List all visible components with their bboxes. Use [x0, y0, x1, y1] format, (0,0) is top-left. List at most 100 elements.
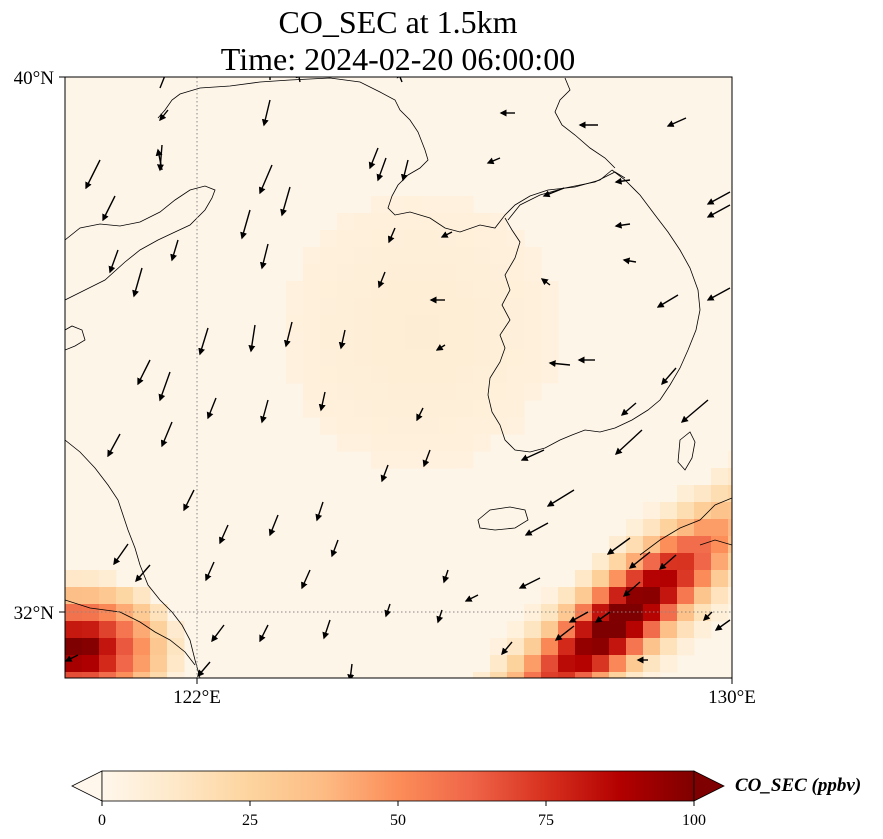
concentration-cell — [422, 315, 440, 333]
concentration-cell — [439, 366, 457, 384]
gridlines — [65, 77, 732, 678]
concentration-cell — [65, 604, 83, 622]
wind-arrow — [706, 287, 731, 301]
concentration-cell — [541, 366, 559, 384]
concentration-cell — [405, 451, 423, 469]
coastline-japan — [639, 497, 732, 556]
wind-arrow — [261, 99, 271, 127]
concentration-cell — [592, 587, 610, 605]
coastline-china — [65, 185, 216, 301]
concentration-cell — [660, 536, 678, 554]
concentration-cell — [320, 315, 338, 333]
concentration-cell — [575, 638, 593, 656]
concentration-cell — [541, 672, 559, 678]
concentration-cell — [711, 604, 729, 622]
concentration-cell — [99, 621, 117, 639]
concentration-cell — [677, 621, 695, 639]
concentration-cell — [405, 417, 423, 435]
concentration-cell — [371, 315, 389, 333]
concentration-cell — [116, 655, 134, 673]
concentration-cell — [354, 383, 372, 401]
concentration-cell — [439, 281, 457, 299]
concentration-cell — [473, 332, 491, 350]
concentration-cell — [507, 400, 525, 418]
concentration-cell — [456, 298, 474, 316]
concentration-cell — [609, 553, 627, 571]
concentration-cell — [643, 638, 661, 656]
concentration-cell — [371, 434, 389, 452]
colorbar: 0 25 50 75 100 CO_SEC (ppbv) — [71, 770, 861, 829]
wind-arrow — [628, 551, 651, 569]
concentration-cell — [303, 332, 321, 350]
concentration-cell — [541, 281, 559, 299]
concentration-cell — [150, 672, 168, 678]
concentration-cell — [133, 655, 151, 673]
concentration-cell — [405, 247, 423, 265]
concentration-cell — [643, 519, 661, 537]
concentration-cell — [116, 587, 134, 605]
concentration-cell — [473, 264, 491, 282]
concentration-cell — [507, 332, 525, 350]
concentration-cell — [677, 519, 695, 537]
concentration-cell — [354, 230, 372, 248]
concentration-cell — [320, 247, 338, 265]
wind-arrow — [606, 537, 631, 555]
concentration-cell — [677, 638, 695, 656]
concentration-cell — [388, 298, 406, 316]
wind-arrow — [714, 619, 731, 631]
concentration-cell — [541, 315, 559, 333]
concentration-cell — [405, 366, 423, 384]
concentration-cell — [490, 264, 508, 282]
concentration-cell — [711, 519, 729, 537]
concentration-cell — [660, 587, 678, 605]
concentration-cell — [320, 230, 338, 248]
colorbar-tick-label: 25 — [242, 812, 258, 829]
concentration-cell — [354, 315, 372, 333]
wind-arrow — [594, 611, 611, 623]
tick-label-130E: 130°E — [708, 687, 756, 708]
concentration-cell — [167, 638, 185, 656]
concentration-cell — [354, 400, 372, 418]
axis-ticks — [59, 76, 733, 684]
concentration-cell — [65, 621, 83, 639]
concentration-cell — [728, 485, 732, 503]
wind-arrow — [248, 324, 256, 353]
concentration-cell — [167, 655, 185, 673]
concentration-cell — [694, 553, 712, 571]
concentration-cell — [82, 672, 100, 678]
concentration-cell — [116, 604, 134, 622]
wind-vectors — [65, 77, 731, 678]
wind-arrow — [160, 421, 173, 448]
concentration-cell — [490, 383, 508, 401]
concentration-cell — [371, 213, 389, 231]
concentration-cell — [490, 655, 508, 673]
concentration-cell — [524, 604, 542, 622]
coastline-dmz — [507, 171, 626, 221]
concentration-cell — [337, 366, 355, 384]
concentration-cell — [643, 570, 661, 588]
concentration-cell — [626, 553, 644, 571]
concentration-cell — [422, 281, 440, 299]
concentration-cell — [320, 349, 338, 367]
concentration-cell — [456, 264, 474, 282]
concentration-cell — [643, 621, 661, 639]
concentration-cell — [473, 672, 491, 678]
concentration-cell — [422, 196, 440, 214]
colorbar-ticks: 0 25 50 75 100 — [98, 801, 706, 829]
concentration-cell — [575, 587, 593, 605]
concentration-cell — [592, 570, 610, 588]
concentration-cell — [320, 383, 338, 401]
concentration-cell — [167, 621, 185, 639]
wind-arrow — [442, 569, 450, 584]
concentration-cell — [473, 315, 491, 333]
concentration-cell — [575, 672, 593, 678]
concentration-cell — [456, 366, 474, 384]
wind-arrow — [622, 257, 637, 265]
concentration-cell — [728, 587, 732, 605]
concentration-cell — [507, 621, 525, 639]
concentration-cell — [626, 587, 644, 605]
concentration-cell — [592, 621, 610, 639]
concentration-cell — [422, 264, 440, 282]
colorbar-tick-label: 50 — [390, 812, 406, 829]
concentration-cell — [677, 604, 695, 622]
